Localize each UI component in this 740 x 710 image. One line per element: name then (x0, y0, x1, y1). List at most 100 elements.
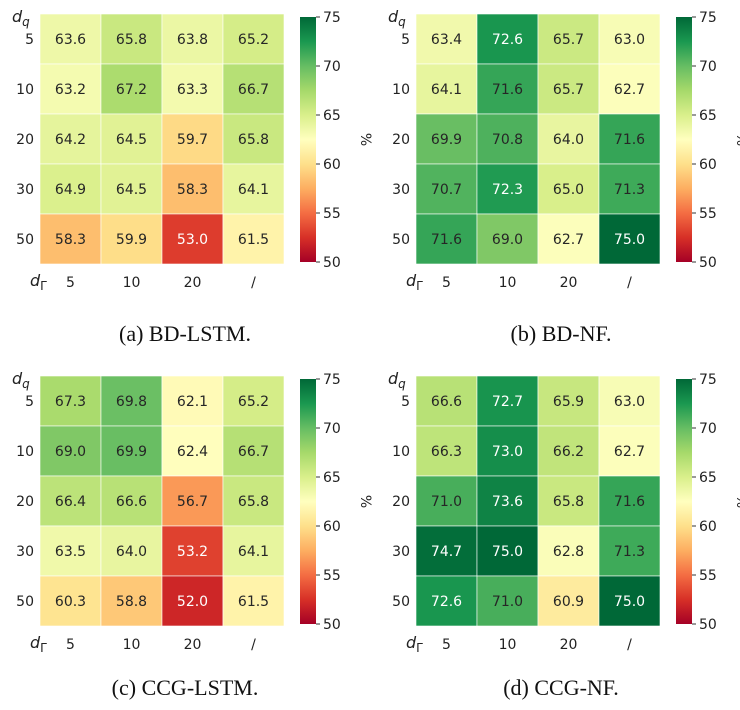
cell-value-label: 63.8 (177, 32, 208, 48)
cell-value-label: 73.0 (492, 444, 523, 460)
heatmap-cell (100, 213, 163, 265)
x-tick-label: 10 (123, 275, 141, 291)
colorbar-tick-label: 75 (699, 10, 717, 26)
cell-value-label: 66.3 (431, 444, 462, 460)
x-tick-label: 20 (184, 275, 202, 291)
cell-value-label: 52.0 (177, 594, 208, 610)
heatmap-cell (161, 525, 224, 577)
heatmap-cell (476, 13, 539, 65)
x-tick-label: / (627, 275, 632, 291)
colorbar-tick-label: 70 (323, 59, 341, 75)
y-tick-label: 30 (392, 544, 410, 560)
cell-value-label: 61.5 (238, 232, 269, 248)
y-tick-label: 20 (392, 132, 410, 148)
heatmap-cell (161, 575, 224, 627)
y-axis-label-sub: q (22, 15, 30, 29)
cell-value-label: 56.7 (177, 494, 208, 510)
cell-value-label: 75.0 (614, 594, 645, 610)
heatmap-cell (222, 113, 285, 165)
y-tick-label: 50 (392, 594, 410, 610)
heatmap-cell (100, 13, 163, 65)
x-axis-label-sub: Γ (40, 279, 47, 293)
heatmap-cell (222, 375, 285, 427)
cell-value-label: 64.1 (238, 544, 269, 560)
cell-value-label: 72.6 (492, 32, 523, 48)
heatmap-cell (39, 213, 102, 265)
cell-value-label: 64.1 (431, 82, 462, 98)
y-axis-label-main: d (388, 369, 399, 388)
cell-value-label: 64.2 (55, 132, 86, 148)
y-axis-label: dq (12, 369, 30, 391)
heatmap-panel-4: 66.6 72.7 65.9 63.0 66.3 73.0 66.2 62.7 71.0 73.6… (388, 369, 740, 700)
cell-value-label: 64.5 (116, 132, 147, 148)
colorbar-tick-label: 60 (699, 157, 717, 173)
x-axis-label: dΓ (406, 271, 423, 293)
cell-value-label: 65.8 (238, 494, 269, 510)
heatmap-cell (222, 13, 285, 65)
y-tick-label: 5 (25, 32, 34, 48)
cell-value-label: 59.9 (116, 232, 147, 248)
cell-value-label: 53.0 (177, 232, 208, 248)
heatmap-cell (222, 63, 285, 115)
colorbar-tick-label: 50 (699, 255, 717, 271)
panel-caption: (b) BD-NF. (511, 321, 612, 346)
cell-value-label: 72.7 (492, 394, 523, 410)
cell-value-label: 65.9 (553, 394, 584, 410)
colorbar-tick-label: 65 (699, 108, 717, 124)
cell-value-label: 71.6 (431, 232, 462, 248)
cell-value-label: 66.6 (431, 394, 462, 410)
cell-value-label: 59.7 (177, 132, 208, 148)
heatmap-cell (100, 163, 163, 215)
cell-value-label: 71.0 (431, 494, 462, 510)
cell-value-label: 63.2 (55, 82, 86, 98)
cell-value-label: 65.0 (553, 182, 584, 198)
heatmap-cell (100, 525, 163, 577)
x-tick-label: 10 (499, 275, 517, 291)
cell-value-label: 64.0 (116, 544, 147, 560)
heatmap-cell (537, 375, 600, 427)
panel-caption: (a) BD-LSTM. (119, 321, 251, 346)
cell-value-label: 58.3 (177, 182, 208, 198)
cell-value-label: 75.0 (614, 232, 645, 248)
cell-value-label: 65.7 (553, 82, 584, 98)
heatmap-cell (161, 13, 224, 65)
panel-caption: (d) CCG-NF. (503, 675, 619, 700)
heatmap-cell (222, 475, 285, 527)
cell-value-label: 63.4 (431, 32, 462, 48)
y-tick-label: 30 (392, 182, 410, 198)
cell-value-label: 65.8 (238, 132, 269, 148)
cell-value-label: 75.0 (492, 544, 523, 560)
x-axis-label-sub: Γ (40, 641, 47, 655)
cell-value-label: 61.5 (238, 594, 269, 610)
colorbar-tick-label: 70 (699, 59, 717, 75)
x-axis-label: dΓ (406, 633, 423, 655)
y-tick-label: 10 (16, 82, 34, 98)
x-tick-label: 5 (442, 637, 451, 653)
cell-value-label: 71.6 (614, 132, 645, 148)
cell-value-label: 69.0 (492, 232, 523, 248)
cell-value-label: 63.5 (55, 544, 86, 560)
heatmap-cell (476, 113, 539, 165)
cell-value-label: 66.6 (116, 494, 147, 510)
cell-value-label: 67.2 (116, 82, 147, 98)
heatmap-cell (476, 163, 539, 215)
heatmap-cell (415, 213, 478, 265)
colorbar (300, 379, 316, 624)
heatmap-cell (100, 475, 163, 527)
y-axis-label-sub: q (398, 377, 406, 391)
y-axis-label-sub: q (398, 15, 406, 29)
x-tick-label: 20 (184, 637, 202, 653)
y-tick-label: 50 (16, 232, 34, 248)
x-axis-label-sub: Γ (416, 641, 423, 655)
cell-value-label: 58.8 (116, 594, 147, 610)
cell-value-label: 64.5 (116, 182, 147, 198)
heatmap-cell (476, 575, 539, 627)
cell-value-label: 72.6 (431, 594, 462, 610)
cell-value-label: 63.6 (55, 32, 86, 48)
heatmap-cell (161, 213, 224, 265)
colorbar-label: % (733, 133, 740, 146)
heatmap-cell (39, 425, 102, 477)
x-tick-label: 10 (499, 637, 517, 653)
heatmap-cell (537, 525, 600, 577)
